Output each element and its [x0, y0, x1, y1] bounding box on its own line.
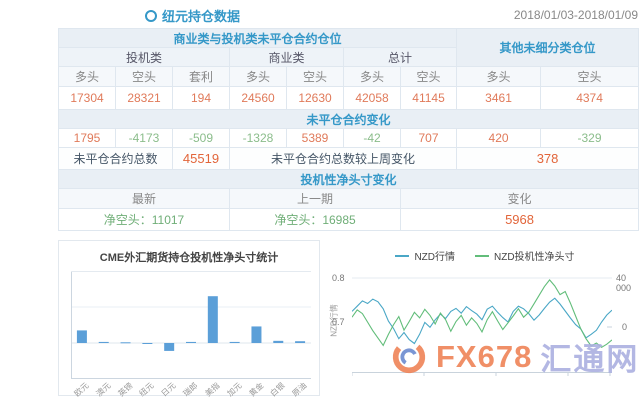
- subgroup-commercial: 商业类: [229, 47, 344, 67]
- col-header-long: 多头: [456, 66, 542, 87]
- group-header-commercial-speculative: 商业类与投机类未平仓合约仓位: [57, 28, 458, 48]
- page-title: 纽元持仓数据: [145, 6, 240, 25]
- left-axis-tick: 0.7: [332, 317, 345, 327]
- oi-value-cell: 41145: [399, 86, 458, 110]
- bullet-icon: [145, 9, 157, 22]
- chart-legend: NZD行情 NZD投机性净头寸: [330, 248, 640, 263]
- oi-change-cell: 5389: [286, 128, 344, 148]
- page-title-text: 纽元持仓数据: [162, 9, 241, 24]
- total-oi-change-value: 378: [456, 147, 640, 170]
- legend-label: NZD行情: [414, 252, 455, 263]
- right-axis-tick: 0: [622, 322, 628, 332]
- oi-change-cell: -329: [540, 128, 640, 148]
- oi-value-cell: 12630: [286, 86, 344, 110]
- net-col-previous: 上一期: [229, 188, 401, 209]
- col-header-short: 空头: [399, 66, 458, 87]
- line-chart-plot-area: NZD行情 0.8 0.7 40 000 0: [330, 271, 640, 383]
- oi-value-cell: 28321: [115, 86, 173, 110]
- subgroup-total: 总计: [342, 47, 458, 67]
- positions-table: 商业类与投机类未平仓合约仓位 其他未细分类仓位 投机类 商业类 总计 多头 空头…: [57, 28, 640, 231]
- oi-change-cell: -42: [343, 128, 401, 148]
- oi-change-cell: 420: [456, 128, 542, 148]
- col-header-short: 空头: [286, 66, 344, 87]
- col-header-long: 多头: [229, 66, 287, 87]
- net-col-latest: 最新: [58, 188, 230, 209]
- bar-x-label: 原油: [290, 380, 309, 399]
- net-latest-value: 净空头：11017: [58, 208, 230, 231]
- bar-chart-title: CME外汇期货持仓投机性净头寸统计: [99, 252, 279, 264]
- oi-change-cell: 1795: [58, 128, 116, 148]
- net-change-value: 5968: [399, 208, 640, 231]
- subgroup-speculative: 投机类: [58, 47, 230, 67]
- legend-label: NZD投机性净头寸: [494, 252, 575, 263]
- date-range: 2018/01/03-2018/01/09: [513, 8, 638, 22]
- left-axis-tick: 0.8: [332, 273, 345, 283]
- col-header-long: 多头: [343, 66, 401, 87]
- line-chart-plot: [352, 277, 612, 376]
- oi-value-cell: 4374: [540, 86, 640, 110]
- oi-value-cell: 194: [172, 86, 230, 110]
- right-axis-tick: 40 000: [616, 273, 632, 293]
- col-header-spread: 套利: [172, 66, 230, 87]
- nzd-price-netposition-chart: NZD行情 NZD投机性净头寸 NZD行情 0.8 0.7 40 000 0: [330, 240, 640, 398]
- oi-change-cell: -4173: [115, 128, 173, 148]
- bar-chart-plot: [71, 271, 311, 379]
- legend-dash-icon: [475, 254, 489, 257]
- total-oi-label: 未平仓合约总数: [58, 147, 173, 170]
- oi-change-cell: -509: [172, 128, 230, 148]
- net-previous-value: 净空头：16985: [229, 208, 401, 231]
- legend-item-netposition: NZD投机性净头寸: [475, 248, 575, 263]
- oi-value-cell: 24560: [229, 86, 287, 110]
- col-header-short: 空头: [540, 66, 640, 87]
- oi-value-cell: 3461: [456, 86, 542, 110]
- group-header-other: 其他未细分类仓位: [456, 28, 640, 67]
- legend-dash-icon: [395, 254, 410, 257]
- oi-change-cell: 707: [399, 128, 458, 148]
- net-position-bar-chart: CME外汇期货持仓投机性净头寸统计 欧元 澳元 英镑 纽元 日元 瑞郎 美指 加元 黄金 白银 原油: [58, 240, 320, 398]
- net-col-change: 变化: [399, 188, 640, 209]
- total-oi-value: 45519: [172, 147, 230, 170]
- legend-item-price: NZD行情: [395, 248, 455, 263]
- col-header-long: 多头: [58, 66, 116, 87]
- section-header-net-position: 投机性净头寸变化: [57, 169, 640, 189]
- oi-change-cell: -1328: [229, 128, 287, 148]
- bar-chart-x-labels: 欧元 澳元 英镑 纽元 日元 瑞郎 美指 加元 黄金 白银 原油: [71, 381, 311, 398]
- col-header-short: 空头: [115, 66, 173, 87]
- oi-value-cell: 17304: [58, 86, 116, 110]
- total-oi-change-label: 未平仓合约总数较上周变化: [228, 147, 458, 170]
- section-header-oi-change: 未平仓合约变化: [57, 109, 640, 129]
- oi-value-cell: 42058: [343, 86, 401, 110]
